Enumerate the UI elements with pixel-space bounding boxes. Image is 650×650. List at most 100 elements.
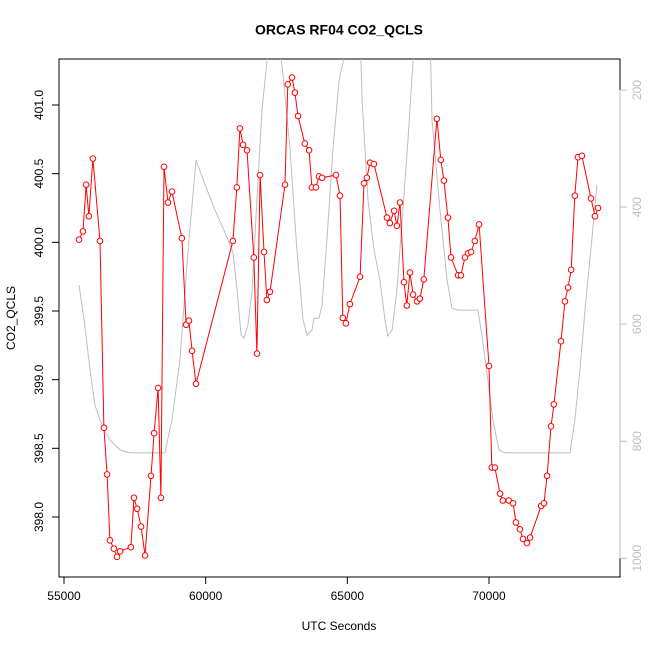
point: [229, 237, 237, 245]
point: [433, 115, 441, 123]
point: [386, 219, 394, 227]
point: [509, 499, 517, 507]
point: [523, 539, 531, 547]
point: [85, 212, 93, 220]
point: [168, 188, 176, 195]
point: [409, 291, 417, 298]
point: [471, 237, 479, 245]
point: [499, 497, 507, 504]
point: [157, 494, 165, 502]
point: [339, 314, 347, 322]
y2-tick-label: 200: [630, 80, 644, 100]
point: [110, 545, 118, 552]
point: [100, 424, 108, 432]
point: [447, 254, 455, 261]
point: [571, 192, 579, 199]
point: [547, 423, 555, 430]
y-axis-label: CO2_QCLS: [4, 286, 18, 350]
point: [141, 552, 149, 559]
y-tick-label: 401.0: [32, 90, 46, 120]
point: [291, 89, 299, 96]
point: [370, 160, 378, 168]
point: [147, 472, 155, 480]
point: [491, 464, 499, 471]
point: [475, 221, 483, 228]
point: [192, 380, 200, 388]
y-tick-label: 398.0: [32, 502, 46, 532]
point: [82, 181, 90, 188]
point: [266, 288, 274, 296]
point: [561, 298, 569, 305]
point: [79, 228, 87, 235]
point: [89, 155, 97, 162]
point: [127, 543, 135, 551]
point: [543, 472, 551, 480]
point: [363, 174, 371, 182]
point: [75, 236, 83, 243]
y2-tick-label: 600: [630, 314, 644, 334]
point: [318, 174, 326, 182]
point: [440, 177, 448, 184]
point: [485, 362, 493, 370]
point: [406, 269, 414, 276]
chart-title: ORCAS RF04 CO2_QCLS: [255, 22, 423, 38]
point: [250, 254, 258, 261]
point: [260, 248, 268, 256]
y2-tick-label: 800: [630, 431, 644, 451]
point: [137, 523, 145, 530]
point: [526, 534, 534, 541]
point: [154, 384, 162, 392]
point: [467, 248, 475, 256]
point: [587, 195, 595, 202]
x-tick-label: 55000: [47, 589, 81, 603]
point: [294, 112, 302, 120]
y-tick-label: 399.0: [32, 364, 46, 394]
point: [103, 471, 111, 478]
point: [164, 199, 172, 206]
point: [160, 163, 168, 171]
point: [400, 278, 408, 286]
x-tick-label: 70000: [472, 589, 506, 603]
point: [444, 214, 452, 221]
point: [336, 192, 344, 199]
point: [133, 505, 141, 513]
x-axis-label: UTC Seconds: [302, 619, 377, 633]
point: [243, 147, 251, 154]
point: [519, 535, 527, 543]
point: [113, 553, 121, 561]
point: [416, 295, 424, 302]
y2-tick-label: 1000: [630, 545, 644, 572]
point: [540, 499, 548, 507]
y-tick-label: 400.0: [32, 227, 46, 257]
point: [594, 204, 602, 212]
point: [239, 141, 247, 149]
point: [288, 74, 296, 81]
y2-tick-label: 400: [630, 197, 644, 217]
point: [393, 222, 401, 230]
plot-area: [75, 59, 602, 561]
point: [512, 519, 520, 526]
point: [253, 350, 261, 357]
x-tick-label: 65000: [331, 589, 365, 603]
y-tick-label: 398.5: [32, 433, 46, 463]
point: [256, 171, 264, 179]
point: [312, 184, 320, 191]
point: [516, 526, 524, 533]
point: [564, 284, 572, 291]
point: [557, 337, 565, 345]
point: [301, 140, 309, 147]
point: [496, 490, 504, 497]
point: [567, 266, 575, 274]
series-line: [78, 59, 598, 454]
point: [346, 300, 354, 308]
point: [550, 401, 558, 408]
point: [236, 125, 244, 132]
point: [591, 212, 599, 220]
point: [233, 184, 241, 191]
point: [578, 152, 586, 160]
point: [188, 347, 196, 355]
point: [185, 317, 193, 324]
point: [390, 207, 398, 215]
point: [360, 179, 368, 187]
point: [178, 234, 186, 242]
